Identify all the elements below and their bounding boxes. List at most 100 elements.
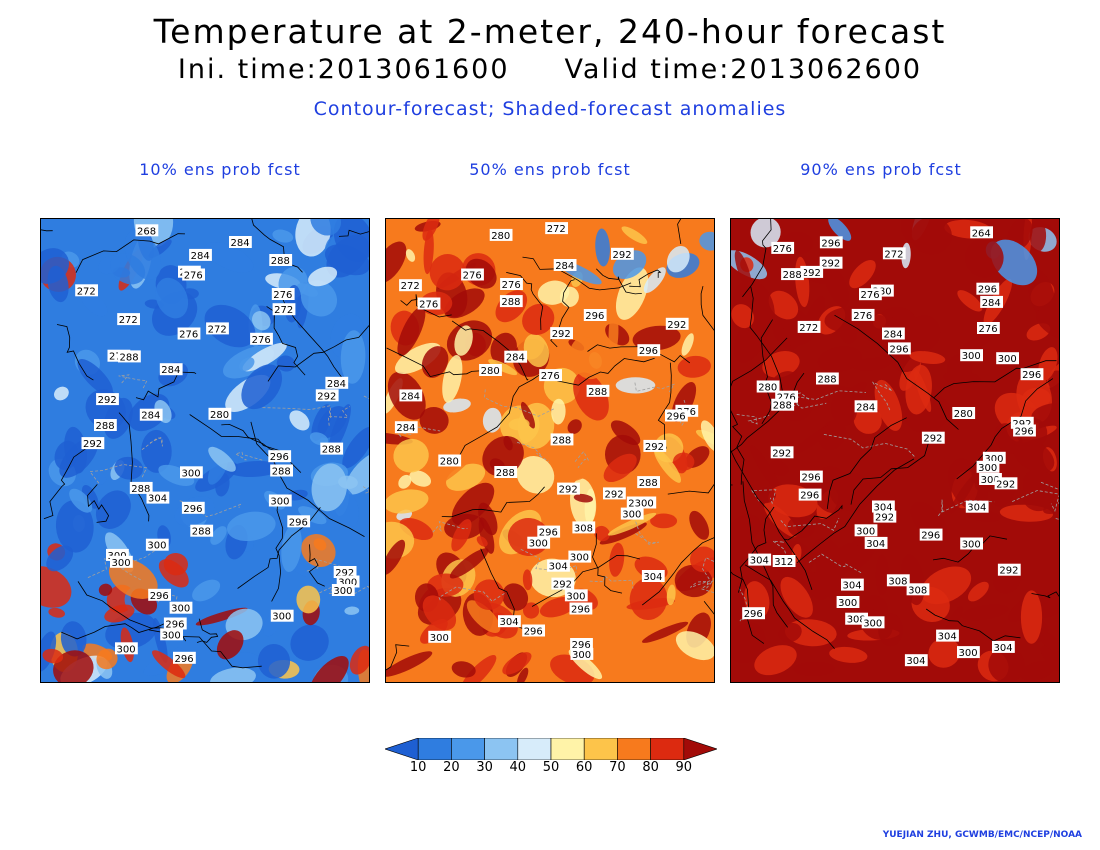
anomaly-shade: [192, 579, 221, 602]
anomaly-shade: [77, 359, 113, 396]
anomaly-shade: [1020, 590, 1043, 644]
anomaly-shade: [508, 418, 530, 431]
contour-label: 264: [970, 226, 993, 239]
contour-label: 304: [748, 553, 772, 567]
colorbar-tick-label: 60: [575, 760, 593, 775]
contour-label: 304: [936, 629, 959, 643]
svg-text:296: 296: [890, 344, 909, 355]
map-panel-90pct: 264 296 276 272 292 292 288 296 280 276 284 276 272 2…: [730, 218, 1060, 683]
contour-line: [834, 314, 959, 430]
svg-text:264: 264: [972, 228, 991, 239]
svg-text:284: 284: [161, 365, 180, 376]
anomaly-shade: [1040, 632, 1059, 651]
contour-label: 272: [117, 313, 140, 326]
svg-text:288: 288: [322, 445, 341, 456]
contour-label: 276: [771, 241, 795, 255]
svg-text:304: 304: [938, 632, 957, 643]
svg-text:296: 296: [667, 412, 686, 423]
anomaly-shade: [834, 622, 857, 646]
svg-text:292: 292: [613, 250, 632, 261]
svg-text:276: 276: [419, 300, 438, 311]
anomaly-shade: [653, 448, 682, 483]
contour-label: 300: [976, 460, 1000, 474]
anomaly-shade: [281, 524, 302, 573]
colorbar-tick-label: 10: [409, 760, 427, 775]
colorbar-bin: [484, 738, 519, 760]
svg-text:300: 300: [838, 598, 857, 609]
contour-label: 304: [904, 654, 928, 667]
anomaly-shade: [252, 311, 271, 331]
contour-line: [250, 421, 365, 537]
contour-label: 300: [428, 630, 452, 644]
anomaly-shade: [559, 464, 591, 482]
svg-text:292: 292: [83, 439, 102, 450]
contour-line: [87, 484, 110, 523]
anomaly-shade: [793, 423, 836, 454]
svg-text:300: 300: [622, 510, 641, 521]
svg-text:304: 304: [967, 503, 986, 514]
contour-label: 288: [637, 476, 660, 489]
contour-label: 300: [861, 616, 885, 629]
contour-line: [749, 286, 794, 399]
anomaly-shade: [673, 452, 695, 471]
contour-label: 300: [568, 550, 592, 564]
anomaly-shade: [47, 265, 69, 303]
contour-label: 296: [583, 309, 607, 322]
svg-text:284: 284: [191, 251, 210, 262]
contour-label: 284: [325, 376, 349, 390]
border-line: [589, 575, 634, 589]
contour-label: 276: [461, 268, 484, 282]
svg-text:276: 276: [979, 324, 998, 335]
anomaly-shade: [328, 404, 351, 453]
contour-label: 296: [919, 528, 943, 542]
border-line: [484, 389, 555, 417]
svg-text:280: 280: [481, 366, 500, 377]
contour-line: [657, 362, 672, 449]
svg-text:296: 296: [289, 517, 308, 528]
border-line: [327, 406, 351, 426]
contour-label: 288: [781, 268, 804, 281]
anomaly-shade: [141, 429, 172, 473]
svg-text:296: 296: [524, 627, 543, 638]
anomaly-shade: [599, 522, 647, 545]
svg-text:284: 284: [231, 238, 250, 249]
border-line: [141, 437, 163, 451]
border-line: [179, 500, 242, 518]
anomaly-shade: [326, 234, 369, 278]
anomaly-shade: [957, 290, 983, 312]
anomaly-shade: [849, 259, 876, 289]
svg-text:284: 284: [506, 353, 525, 364]
map-canvas: 268 284 284 288 288 276 272 276 272 272 272 276 276 2…: [41, 219, 369, 682]
svg-text:300: 300: [572, 650, 591, 661]
anomaly-shade: [643, 267, 666, 293]
anomaly-shade: [732, 575, 750, 621]
svg-text:280: 280: [440, 457, 459, 468]
svg-text:308: 308: [888, 576, 907, 587]
colorbar: [385, 738, 717, 760]
svg-text:296: 296: [585, 311, 604, 322]
panel-title-90pct: 90% ens prob fcst: [800, 160, 962, 179]
svg-text:312: 312: [774, 557, 793, 568]
anomaly-shade: [466, 600, 501, 633]
anomaly-shade: [226, 511, 276, 542]
contour-label: 288: [816, 372, 839, 386]
anomaly-shade: [48, 607, 65, 618]
colorbar-bin: [417, 738, 452, 760]
contour-label: 300: [957, 646, 980, 659]
svg-text:284: 284: [856, 402, 875, 413]
anomaly-shade: [731, 643, 754, 656]
anomaly-shade: [594, 525, 610, 542]
svg-text:296: 296: [571, 605, 590, 616]
map-panel-10pct: 268 284 284 288 288 276 272 276 272 272 272 276 276 2…: [40, 218, 370, 683]
svg-text:276: 276: [541, 371, 560, 382]
anomaly-shade: [523, 333, 550, 368]
contour-label: 292: [96, 393, 119, 406]
time-line: Ini. time:2013061600 Valid time:201306260…: [0, 54, 1100, 85]
anomaly-shade: [990, 239, 1038, 286]
anomaly-shade: [208, 446, 236, 472]
contour-label: 284: [159, 363, 183, 376]
anomaly-shade: [1031, 403, 1059, 425]
contour-label: 296: [1020, 368, 1044, 381]
anomaly-shade: [46, 545, 74, 572]
svg-text:300: 300: [338, 578, 357, 589]
